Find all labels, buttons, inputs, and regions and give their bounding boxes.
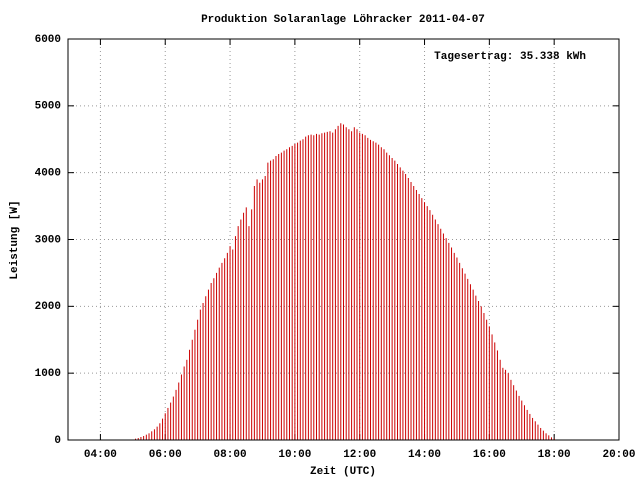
- y-tick-label: 0: [54, 435, 61, 447]
- y-tick-label: 5000: [35, 101, 61, 113]
- plot-frame: [67, 38, 620, 441]
- x-tick-label: 16:00: [473, 449, 506, 461]
- y-axis-label: Leistung [W]: [9, 200, 21, 279]
- y-tick-label: 3000: [35, 234, 61, 246]
- x-axis-label: Zeit (UTC): [310, 466, 376, 478]
- x-tick-label: 18:00: [538, 449, 571, 461]
- x-tick-label: 12:00: [343, 449, 376, 461]
- x-tick-label: 10:00: [278, 449, 311, 461]
- y-tick-label: 6000: [35, 34, 61, 46]
- y-tick-label: 2000: [35, 301, 61, 313]
- chart-title: Produktion Solaranlage Löhracker 2011-04…: [201, 14, 485, 26]
- x-tick-label: 08:00: [214, 449, 247, 461]
- y-tick-label: 4000: [35, 168, 61, 180]
- x-tick-label: 14:00: [408, 449, 441, 461]
- annotation: Tagesertrag: 35.338 kWh: [434, 51, 586, 63]
- x-tick-label: 20:00: [602, 449, 635, 461]
- plot-area: 0 1000 2000 3000 4000 5000 6000 04:00 06:00 08:00…: [35, 34, 636, 461]
- x-tick-label: 06:00: [149, 449, 182, 461]
- x-tick-label: 04:00: [84, 449, 117, 461]
- y-tick-label: 1000: [35, 368, 61, 380]
